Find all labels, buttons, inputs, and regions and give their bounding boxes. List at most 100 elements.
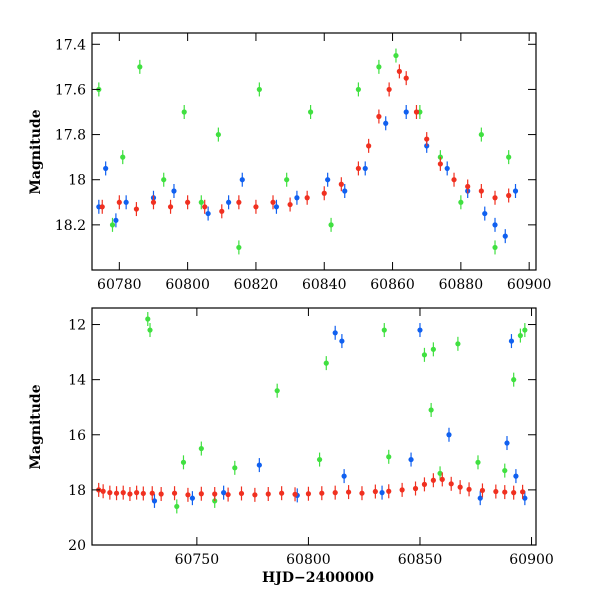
bottom-panel: 60750 60800 60850 60900 12 14 16 18 20 Magnitude… — [28, 307, 554, 586]
top-y-tick-label: 18 — [68, 173, 86, 189]
bottom-x-tick-label: 60800 — [286, 552, 331, 568]
bottom-point-green — [316, 456, 323, 463]
top-point-blue — [502, 233, 508, 239]
top-point-blue — [325, 177, 331, 183]
top-point-blue — [171, 188, 177, 194]
top-point-blue — [113, 217, 119, 223]
top-plot-frame — [91, 32, 537, 271]
bottom-point-blue — [417, 327, 423, 333]
bottom-point-red — [448, 481, 454, 487]
bottom-point-green — [428, 407, 434, 413]
bottom-point-red — [332, 490, 338, 496]
top-point-blue — [239, 177, 245, 183]
top-y-tick-label: 17.8 — [55, 128, 86, 144]
bottom-point-red — [421, 481, 428, 487]
top-point-red — [219, 208, 225, 214]
bottom-plot-frame — [91, 307, 537, 546]
bottom-axis-ticks: 60750 60800 60850 60900 12 14 16 18 20 — [68, 308, 554, 568]
top-point-red — [396, 68, 402, 74]
bottom-point-blue — [221, 490, 227, 496]
top-point-blue — [403, 109, 409, 115]
top-point-green — [198, 199, 204, 205]
bottom-point-green — [437, 470, 443, 476]
bottom-x-tick-label: 60900 — [509, 552, 554, 568]
top-point-red — [366, 143, 372, 149]
bottom-point-red — [279, 490, 285, 496]
top-point-red — [451, 177, 457, 183]
bottom-point-red — [134, 490, 140, 496]
top-point-green — [120, 154, 126, 160]
top-point-red — [437, 161, 443, 167]
top-point-green — [458, 199, 464, 205]
bottom-point-red — [439, 476, 445, 483]
bottom-point-green — [145, 316, 151, 322]
top-point-green — [161, 177, 167, 183]
top-point-blue — [103, 165, 109, 172]
top-y-tick-label: 17.6 — [55, 82, 86, 98]
top-point-red — [287, 201, 293, 208]
bottom-point-red — [238, 490, 245, 497]
top-point-red — [116, 199, 122, 205]
top-point-red — [99, 204, 105, 210]
top-x-tick-label: 60820 — [234, 277, 279, 293]
bottom-point-red — [412, 485, 419, 492]
bottom-point-red — [225, 491, 231, 498]
bottom-point-red — [265, 491, 271, 497]
top-point-green — [284, 177, 290, 183]
top-point-red — [150, 199, 157, 205]
top-point-red — [133, 206, 139, 212]
top-point-blue — [342, 188, 348, 194]
bottom-point-blue — [477, 495, 483, 501]
top-point-red — [236, 199, 242, 205]
top-point-blue — [512, 188, 519, 194]
top-y-tick-label: 17.4 — [55, 37, 86, 53]
top-point-blue — [123, 199, 129, 205]
bottom-point-blue — [508, 338, 515, 344]
bottom-point-red — [158, 491, 164, 497]
top-point-blue — [294, 195, 300, 201]
bottom-point-red — [493, 488, 499, 495]
bottom-point-green — [421, 352, 428, 358]
bottom-point-green — [522, 327, 528, 333]
top-x-tick-label: 60780 — [97, 277, 142, 293]
bottom-y-axis-label: Magnitude — [28, 384, 44, 469]
bottom-point-green — [475, 459, 481, 465]
bottom-point-green — [381, 327, 387, 333]
bottom-point-blue — [379, 490, 385, 496]
top-x-tick-label: 60900 — [507, 277, 552, 293]
top-point-blue — [482, 210, 488, 217]
top-point-red — [413, 109, 420, 115]
bottom-point-red — [430, 477, 436, 483]
bottom-point-green — [180, 459, 187, 465]
top-point-green — [307, 109, 314, 115]
bottom-point-blue — [332, 330, 338, 336]
bottom-point-green — [198, 445, 204, 452]
top-point-green — [492, 244, 498, 251]
bottom-point-red — [372, 488, 378, 495]
top-y-tick-label: 18.2 — [55, 218, 86, 234]
top-point-red — [376, 113, 382, 120]
bottom-y-tick-label: 16 — [68, 428, 86, 444]
bottom-point-blue — [408, 456, 414, 463]
top-point-red — [304, 195, 310, 201]
top-point-blue — [205, 210, 211, 217]
bottom-point-red — [457, 484, 463, 490]
top-x-tick-label: 60840 — [302, 277, 347, 293]
bottom-point-red — [185, 492, 191, 498]
bottom-point-red — [120, 490, 126, 496]
bottom-point-green — [517, 332, 523, 339]
top-point-green — [328, 222, 334, 228]
bottom-point-green — [511, 377, 517, 383]
top-point-red — [403, 75, 409, 81]
top-point-blue — [383, 120, 389, 126]
top-point-red — [253, 204, 259, 210]
bottom-point-green — [430, 346, 436, 352]
bottom-y-tick-label: 12 — [68, 318, 86, 334]
bottom-point-blue — [513, 473, 519, 479]
top-x-tick-label: 60880 — [439, 277, 484, 293]
bottom-point-red — [127, 491, 133, 497]
top-point-red — [338, 181, 344, 187]
bottom-point-red — [466, 486, 472, 492]
bottom-point-red — [100, 488, 106, 494]
